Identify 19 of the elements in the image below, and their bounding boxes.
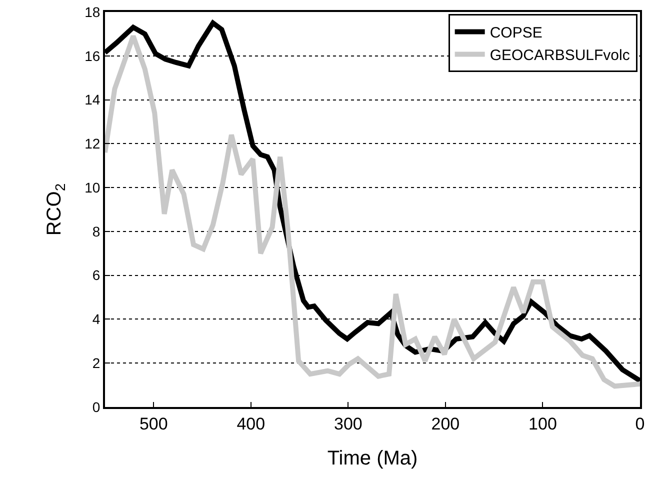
x-tick-label: 400 [236,414,266,434]
legend-label: GEOCARBSULFvolc [490,47,630,64]
x-axis-title: Time (Ma) [327,447,418,470]
y-tick-label: 8 [92,223,100,240]
y-tick-label: 10 [84,179,100,196]
x-tick-label: 300 [334,414,362,434]
y-tick-label: 18 [84,4,100,20]
y-tick-label: 6 [92,267,100,284]
y-tick-label: 2 [92,355,100,372]
y-tick-label: 16 [84,48,100,64]
x-tick-label: 500 [139,414,168,434]
y-tick-label: 14 [84,92,100,108]
y-tick-label: 12 [84,136,100,152]
y-tick-label: 4 [92,311,100,328]
legend-label: COPSE [490,24,542,42]
y-tick-label: 0 [92,398,100,415]
x-tick-label: 0 [635,414,645,434]
x-tick-label: 200 [431,414,460,434]
x-tick-label: 100 [528,414,557,434]
